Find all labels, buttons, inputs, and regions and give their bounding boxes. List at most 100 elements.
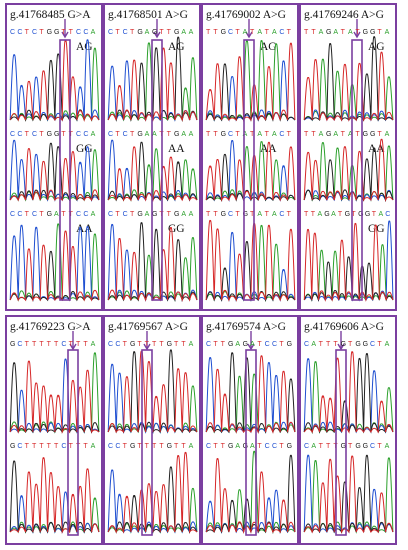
base-letter: A xyxy=(250,443,255,450)
base-letter: G xyxy=(174,29,179,36)
base-letter: C xyxy=(17,29,22,36)
base-letter: T xyxy=(351,211,356,218)
base-letter: T xyxy=(311,29,316,36)
snp-arrowhead xyxy=(153,31,161,39)
base-letter: G xyxy=(152,29,157,36)
base-letter: T xyxy=(213,211,218,218)
base-letter: T xyxy=(304,131,309,138)
base-letter: T xyxy=(83,341,88,348)
trace-C xyxy=(303,358,394,434)
base-letter: T xyxy=(304,211,309,218)
base-letter: G xyxy=(287,341,292,348)
base-letter: A xyxy=(91,341,96,348)
base-letter: T xyxy=(235,211,240,218)
base-letter: C xyxy=(10,211,15,218)
chromatogram-row: C C T C T G G T T C C AAG xyxy=(9,29,100,122)
snp-arrowhead xyxy=(69,343,77,351)
base-letter: C xyxy=(279,29,284,36)
snp-arrowhead xyxy=(353,31,361,39)
base-letter: A xyxy=(311,443,316,450)
base-letter: G xyxy=(363,131,368,138)
base-letter: C xyxy=(279,211,284,218)
base-letter: T xyxy=(257,341,262,348)
base-letter: G xyxy=(137,131,142,138)
base-letter: G xyxy=(341,443,346,450)
base-letter: T xyxy=(115,29,120,36)
base-letter: T xyxy=(250,131,255,138)
base-letter: G xyxy=(363,443,368,450)
genotype-label: AA xyxy=(260,143,277,155)
base-letter: A xyxy=(152,131,157,138)
snp-highlight-box xyxy=(151,39,163,301)
base-letter: C xyxy=(61,341,66,348)
base-letter: G xyxy=(10,341,15,348)
trace-T xyxy=(303,351,394,434)
base-letter: C xyxy=(17,211,22,218)
base-letter: C xyxy=(32,131,37,138)
base-letter: G xyxy=(54,131,59,138)
trace-T xyxy=(9,457,100,534)
base-letter: A xyxy=(54,211,59,218)
genotype-label: AG xyxy=(168,41,185,53)
panel-title: g.41769002 A>G xyxy=(206,9,286,21)
snp-arrowhead xyxy=(61,31,69,39)
snp-arrowhead xyxy=(247,343,255,351)
panel-border xyxy=(201,3,299,311)
base-letter: T xyxy=(123,341,128,348)
base-letter: T xyxy=(341,29,346,36)
base-letter: C xyxy=(17,443,22,450)
base-letter: T xyxy=(341,131,346,138)
base-letter: G xyxy=(228,443,233,450)
base-letter: T xyxy=(355,29,360,36)
base-letter: C xyxy=(279,131,284,138)
base-letter: T xyxy=(213,131,218,138)
base-letter: A xyxy=(145,131,150,138)
base-letter: T xyxy=(39,131,44,138)
chromatogram-row: C T C T G A G T T G A AAG xyxy=(107,29,198,122)
base-letter: T xyxy=(213,341,218,348)
base-letter: T xyxy=(279,341,284,348)
base-letter: G xyxy=(221,211,226,218)
genotype-label: AA xyxy=(168,143,185,155)
base-letter: A xyxy=(181,211,186,218)
base-letter: A xyxy=(257,29,262,36)
panel-border xyxy=(299,315,397,545)
trace-T xyxy=(205,355,296,434)
trace-T xyxy=(9,39,100,122)
base-letter: T xyxy=(311,211,316,218)
chromatogram-row: T T A G A T G T G G T A CGG xyxy=(303,211,394,302)
base-letter: A xyxy=(257,211,262,218)
base-letter: C xyxy=(206,341,211,348)
base-letter: G xyxy=(363,341,368,348)
base-letter: T xyxy=(137,443,142,450)
base-letter: T xyxy=(47,341,52,348)
base-letter: C xyxy=(370,341,375,348)
base-letter: T xyxy=(159,443,164,450)
panel-title: g.41768501 A>G xyxy=(108,9,188,21)
base-letter: C xyxy=(17,131,22,138)
base-letter: A xyxy=(385,131,390,138)
trace-T xyxy=(9,230,100,302)
base-letter: T xyxy=(265,211,270,218)
trace-T xyxy=(205,141,296,202)
base-letter: T xyxy=(287,131,292,138)
base-letter: T xyxy=(377,29,382,36)
base-letter: A xyxy=(311,341,316,348)
base-letter: T xyxy=(159,29,164,36)
base-letter: C xyxy=(76,131,81,138)
base-letter: A xyxy=(189,443,194,450)
base-letter: A xyxy=(235,341,240,348)
base-letter: C xyxy=(265,443,270,450)
base-letter: G xyxy=(54,29,59,36)
base-letter: A xyxy=(250,341,255,348)
base-letter: T xyxy=(39,211,44,218)
chromatogram-row: T T G C T A T A T A C TAA xyxy=(205,131,296,202)
base-letter: A xyxy=(91,131,96,138)
base-letter: T xyxy=(265,29,270,36)
panel-title: g.41769246 A>G xyxy=(304,9,384,21)
base-letter: T xyxy=(39,443,44,450)
